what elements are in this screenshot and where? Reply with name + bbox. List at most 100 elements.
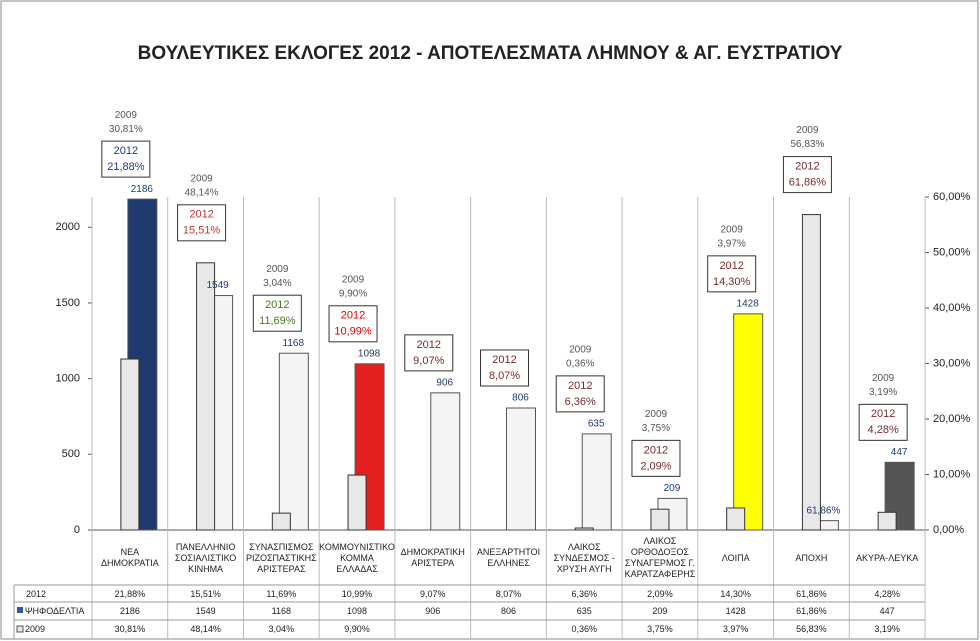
category-label: ΛΑΙΚΟΣ ΟΡΘΟΔΟΞΟΣ ΣΥΝΑΓΕΡΜΟΣ Γ. ΚΑΡΑΤΖΑΦΕ… [624,536,696,579]
box-2012-value: 6,36% [565,396,596,408]
box-2012-value: 21,88% [107,161,145,173]
box-2012 [631,439,681,477]
table-2012: 8,07% [495,588,522,599]
table-votes: 61,86% [796,605,827,616]
box-2012-value: 14,30% [713,276,751,288]
box-2012 [252,294,302,332]
row-2012: 2012 [26,588,47,599]
table-2009: 0,36% [571,624,597,634]
bar-2009 [877,511,897,531]
category-label: ΔΗΜΟΚΡΑΤΙΚΗ ΑΡΙΣΤΕΡΑ [400,547,465,568]
box-2012 [858,403,908,441]
votes-bar [581,433,612,531]
table-2009: 3,97% [722,624,749,634]
label-2009-value: 30,81% [109,124,143,135]
box-2012 [555,375,605,413]
label-2009-value: 3,75% [642,423,670,434]
bar-2009 [650,508,670,531]
box-2012 [328,305,378,343]
y2-tick-label: 0,00% [933,524,964,536]
bar-2009 [196,262,216,531]
table-2012: 4,28% [874,588,900,599]
table-2012: 21,88% [114,588,146,599]
table-votes: 1428 [725,605,746,616]
category-label: ΣΥΝΑΣΠΙΣΜΟΣ ΡΙΖΟΣΠΑΣΤΙΚΗΣ ΑΡΙΣΤΕΡΑΣ [245,541,317,574]
votes-bar [733,313,764,531]
box-2012-year: 2012 [568,380,592,392]
box-2012-value: 4,28% [868,424,899,436]
box-2012-year: 2012 [871,408,895,420]
y2-tick-label: 10,00% [933,468,971,480]
label-2009-value: 3,19% [869,387,897,398]
label-2009-year: 2009 [872,373,895,384]
box-2012 [480,349,529,387]
table-2012: 61,86% [796,588,827,599]
category-label: ΑΚΥΡΑ-ΛΕΥΚΑ [855,552,919,563]
category-label: ΛΑΙΚΟΣ ΣΥΝΔΕΣΜΟΣ - ΧΡΥΣΗ ΑΥΓΗ [553,541,615,574]
votes-label: 2186 [131,184,154,195]
table-2009: 56,83% [796,624,827,634]
box-2012 [707,255,757,293]
label-2009-year: 2009 [645,409,668,420]
label-2009-value: 48,14% [185,187,219,198]
y-tick-label: 500 [62,448,80,460]
votes-label: 906 [436,378,453,389]
box-2012-year: 2012 [492,354,516,366]
bar-2009 [574,527,594,531]
table-2012: 2,09% [647,588,673,599]
votes-label: 209 [664,483,681,494]
label-2009-value: 56,83% [790,139,824,150]
legend-votes [17,607,23,613]
table-2012: 14,30% [720,588,751,599]
table-2012: 15,51% [190,588,221,599]
box-2012-value: 2,09% [640,460,671,472]
votes-label: 1098 [358,348,381,359]
box-2012-year: 2012 [189,209,213,221]
label-2009-year: 2009 [115,110,138,121]
label-2009-year: 2009 [342,274,365,285]
y2-tick-label: 50,00% [933,246,971,258]
box-2012-year: 2012 [417,339,441,351]
table-2012: 10,99% [341,588,373,599]
table-votes: 635 [576,605,592,616]
votes-label: 635 [588,419,605,430]
votes-bar [430,392,461,531]
box-2012-year: 2012 [265,299,289,311]
bar-2009 [726,507,746,531]
y2-tick-label: 60,00% [933,191,971,203]
category-label: ΝΕΑ ΔΗΜΟΚΡΑΤΙΑ [101,547,159,568]
label-2009-value: 3,04% [263,278,291,289]
label-2009-value: 0,36% [566,359,594,370]
table-votes: 1168 [271,605,291,616]
votes-label: 1428 [737,298,760,309]
box-2012 [101,140,151,178]
table-2009: 3,19% [874,624,900,634]
category-label: ΑΠΟΧΗ [795,552,828,563]
box-2012-year: 2012 [719,260,743,272]
votes-label: 61,86% [806,505,840,516]
box-2012-year: 2012 [341,310,365,322]
table-votes: 1098 [347,605,368,616]
box-2012 [782,156,832,194]
label-2009-year: 2009 [266,264,289,275]
table-votes: 1549 [195,605,216,616]
y2-tick-label: 40,00% [933,302,971,314]
box-2012-year: 2012 [644,444,668,456]
table-2009: 3,04% [268,624,295,634]
y-tick-label: 0 [74,524,80,536]
label-2009-year: 2009 [796,125,819,136]
table-2012: 9,07% [420,588,446,599]
category-label: ΚΟΜΜΟΥΝΙΣΤΙΚΟ ΚΟΜΜΑ ΕΛΛΑΔΑΣ [319,541,395,574]
box-2012-value: 9,07% [413,355,444,367]
category-label: ΠΑΝΕΛΛΗΝΙΟ ΣΟΣΙΑΛΙΣΤΙΚΟ ΚΙΝΗΜΑ [174,541,237,574]
box-2012-year: 2012 [114,145,138,157]
label-2009-value: 9,90% [339,288,367,299]
box-2012-value: 11,69% [259,315,296,327]
y-tick-label: 1000 [56,373,80,385]
votes-label: 447 [891,447,908,458]
y-tick-label: 2000 [56,221,80,233]
box-2012 [177,204,227,242]
table-votes: 806 [500,605,516,616]
votes-label: 806 [512,393,529,404]
